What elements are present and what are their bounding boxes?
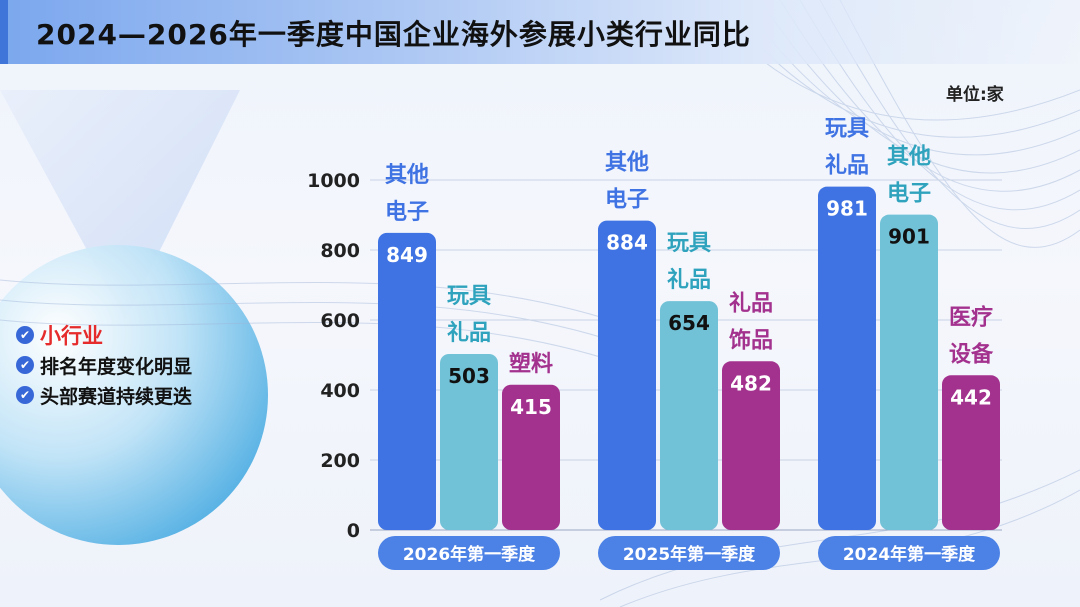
y-tick-label: 800 bbox=[320, 240, 360, 262]
bar bbox=[440, 353, 498, 530]
y-tick-label: 200 bbox=[320, 450, 360, 472]
data-label: 901 bbox=[888, 225, 930, 249]
unit-label: 单位:家 bbox=[946, 85, 1004, 105]
category-pill bbox=[378, 536, 560, 570]
bar-series-label: 礼品 bbox=[825, 153, 869, 179]
bar-series-label: 饰品 bbox=[729, 327, 773, 353]
note-text: 头部赛道持续更迭 bbox=[40, 385, 193, 408]
bar-series-label: 玩具 bbox=[447, 284, 491, 309]
title-bar: 2024—2026年一季度中国企业海外参展小类行业同比 bbox=[0, 0, 1080, 64]
bar-series-label: 医疗 bbox=[949, 304, 993, 330]
x-category-label: 2024年第一季度 bbox=[843, 544, 976, 565]
bar-series-label: 电子 bbox=[887, 182, 931, 207]
y-tick-label: 400 bbox=[320, 380, 360, 402]
title-accent bbox=[0, 0, 8, 64]
data-label: 654 bbox=[668, 311, 710, 335]
background-triangle bbox=[0, 90, 240, 320]
bar-series-label: 礼品 bbox=[667, 267, 711, 293]
data-label: 482 bbox=[730, 371, 772, 395]
bar-series-label: 其他 bbox=[605, 151, 649, 176]
data-label: 415 bbox=[510, 395, 552, 419]
note-item: ✔ 头部赛道持续更迭 bbox=[16, 380, 192, 410]
data-label: 884 bbox=[606, 231, 648, 255]
bar bbox=[660, 301, 718, 530]
check-circle-icon: ✔ bbox=[16, 356, 34, 374]
x-category-label: 2025年第一季度 bbox=[623, 544, 756, 565]
note-text: 小行业 bbox=[40, 324, 103, 348]
notes-list: ✔ 小行业 ✔ 排名年度变化明显 ✔ 头部赛道持续更迭 bbox=[16, 320, 192, 410]
note-item: ✔ 小行业 bbox=[16, 320, 192, 350]
data-label: 849 bbox=[386, 243, 428, 267]
bar bbox=[942, 375, 1000, 530]
bar-series-label: 礼品 bbox=[729, 290, 773, 316]
bar bbox=[722, 361, 780, 530]
bar-series-label: 其他 bbox=[385, 163, 429, 188]
category-pill bbox=[598, 536, 780, 570]
bar-series-label: 电子 bbox=[385, 200, 429, 225]
bar-series-label: 电子 bbox=[605, 188, 649, 213]
y-tick-label: 1000 bbox=[307, 170, 360, 192]
background-sphere bbox=[0, 245, 268, 545]
bar bbox=[502, 384, 560, 530]
bar bbox=[378, 232, 436, 530]
bar bbox=[818, 186, 876, 530]
y-tick-label: 600 bbox=[320, 310, 360, 332]
bar-series-label: 其他 bbox=[887, 145, 931, 170]
x-category-label: 2026年第一季度 bbox=[403, 544, 536, 565]
bar bbox=[598, 220, 656, 530]
bar-series-label: 礼品 bbox=[447, 320, 491, 346]
data-label: 981 bbox=[826, 197, 868, 221]
bar-series-label: 设备 bbox=[949, 341, 994, 367]
bar bbox=[880, 214, 938, 530]
bar-series-label: 塑料 bbox=[509, 352, 553, 377]
note-item: ✔ 排名年度变化明显 bbox=[16, 350, 192, 380]
y-tick-label: 0 bbox=[347, 520, 360, 542]
data-label: 442 bbox=[950, 385, 992, 409]
check-circle-icon: ✔ bbox=[16, 326, 34, 344]
check-circle-icon: ✔ bbox=[16, 386, 34, 404]
note-text: 排名年度变化明显 bbox=[40, 355, 193, 378]
bar-series-label: 玩具 bbox=[667, 231, 711, 256]
category-pill bbox=[818, 536, 1000, 570]
bar-series-label: 玩具 bbox=[825, 117, 869, 142]
page-title: 2024—2026年一季度中国企业海外参展小类行业同比 bbox=[36, 18, 751, 51]
data-label: 503 bbox=[448, 364, 490, 388]
